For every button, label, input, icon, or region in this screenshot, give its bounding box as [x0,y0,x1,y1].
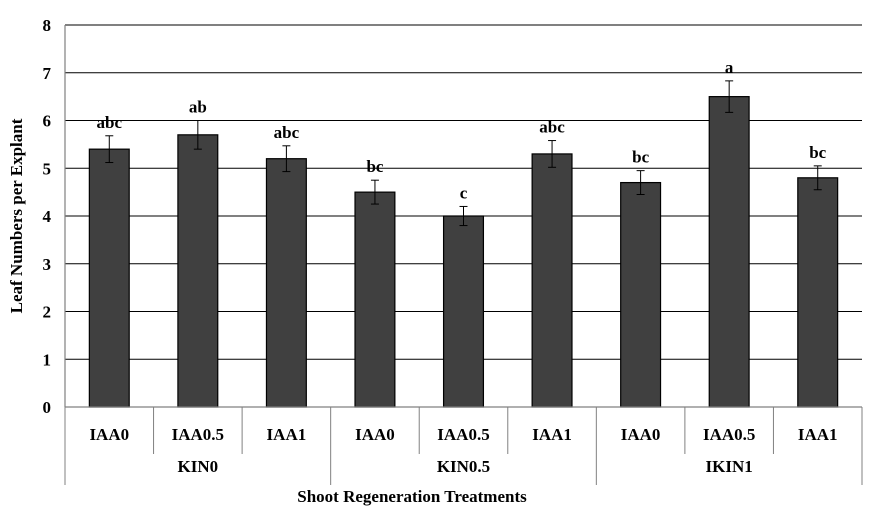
category-label: IAA1 [267,425,307,444]
bar [797,177,839,408]
y-axis-title: Leaf Numbers per Explant [7,118,26,313]
group-labels: KIN0 KIN0.5 IKIN1 [178,457,753,476]
category-label: IAA1 [798,425,838,444]
category-label: IAA0.5 [703,425,755,444]
category-label: IAA0 [89,425,129,444]
group-label: KIN0.5 [437,457,490,476]
bar [177,134,219,408]
bar [531,153,573,408]
significance-letter: bc [632,148,649,167]
y-tick-label: 8 [43,16,52,35]
y-tick-label: 6 [43,112,52,131]
bar [354,191,396,408]
significance-letter: c [460,183,468,202]
category-label: IAA0.5 [437,425,489,444]
significance-letter: bc [809,143,826,162]
group-label: IKIN1 [706,457,753,476]
bar [620,181,662,408]
bars [88,96,839,408]
y-tick-label: 0 [43,398,52,417]
bar [265,158,307,408]
bar [708,96,750,408]
group-label: KIN0 [178,457,219,476]
significance-letter: a [725,58,734,77]
significance-letter: abc [97,113,123,132]
y-tick-label: 1 [43,350,52,369]
axes [64,25,863,485]
category-label: IAA0 [355,425,395,444]
bar [88,148,130,408]
y-tick-label: 7 [43,64,52,83]
y-tick-label: 4 [43,207,52,226]
significance-letter: abc [539,118,565,137]
category-label: IAA0.5 [172,425,224,444]
y-tick-label: 5 [43,159,52,178]
error-bars [105,80,822,227]
x-axis-title: Shoot Regeneration Treatments [297,487,527,506]
y-tick-label: 3 [43,255,52,274]
y-axis-tick-labels: 0 1 2 3 4 5 6 7 8 [43,16,52,417]
bar [442,215,485,408]
significance-letter: abc [274,123,300,142]
category-labels: IAA0 IAA0.5 IAA1 IAA0 IAA0.5 IAA1 IAA0 IAA0.5 IA… [89,425,837,444]
y-tick-label: 2 [43,303,52,322]
significance-letter: ab [189,98,207,117]
significance-letter: bc [366,157,383,176]
category-label: IAA1 [532,425,572,444]
category-label: IAA0 [621,425,661,444]
